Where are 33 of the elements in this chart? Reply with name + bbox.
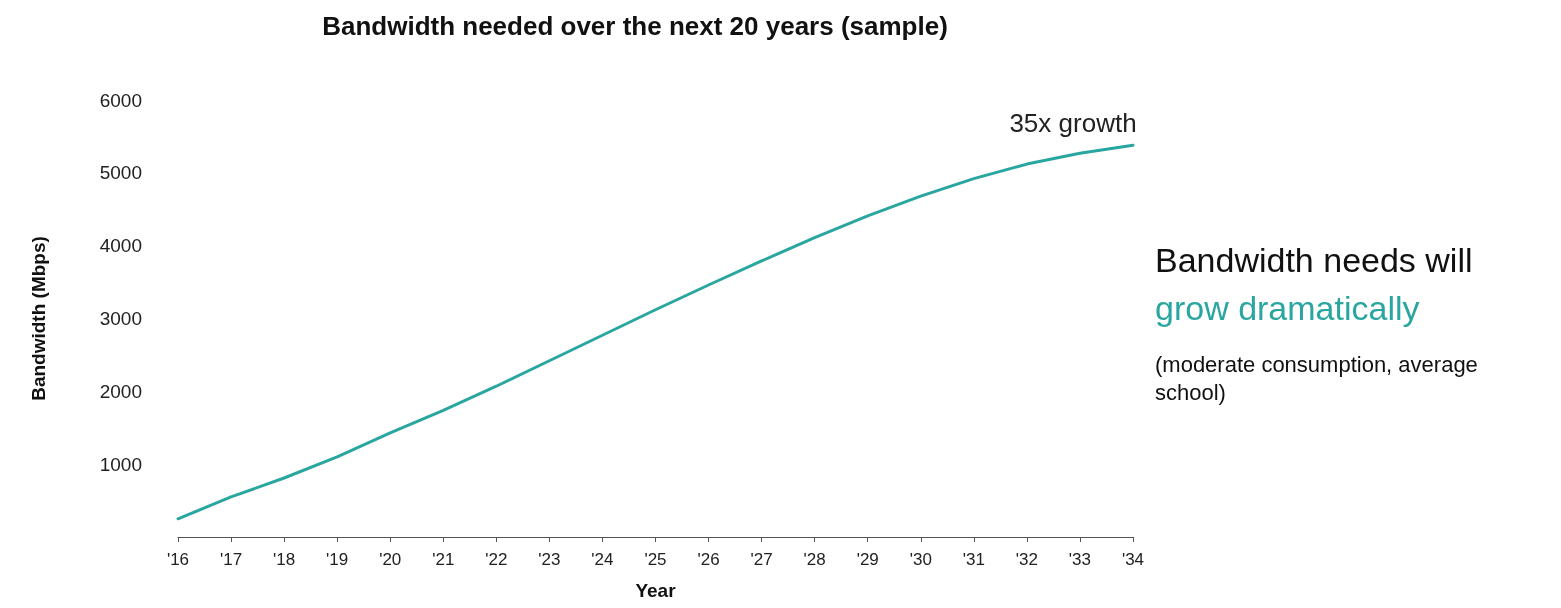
text: grow dramatically bbox=[1155, 289, 1420, 328]
x-tick-label: '29 bbox=[856, 550, 879, 569]
x-tick-label: '33 bbox=[1068, 550, 1092, 569]
x-tick-label: '23 bbox=[538, 550, 561, 569]
x-tick-label: '34 bbox=[1121, 550, 1145, 569]
x-tick-label: '19 bbox=[326, 550, 349, 569]
y-axis-title: Bandwidth (Mbps) bbox=[28, 236, 49, 401]
y-tick-label: 5000 bbox=[99, 162, 142, 184]
x-tick-label: '16 bbox=[166, 550, 190, 569]
text: Bandwidth needs will bbox=[1155, 241, 1473, 280]
x-axis-title: Year bbox=[635, 580, 677, 601]
x-tick-label: '25 bbox=[644, 550, 667, 569]
x-tick-label: '20 bbox=[379, 550, 402, 569]
y-tick-label: 3000 bbox=[99, 308, 142, 329]
y-tick-label: 1000 bbox=[99, 453, 142, 475]
chart-title: Bandwidth needed over the next 20 years (sample) bbox=[322, 11, 948, 41]
annotation: 35x growth bbox=[1009, 108, 1137, 139]
x-tick-label: '26 bbox=[697, 550, 720, 569]
y-tick-label: 4000 bbox=[99, 235, 142, 257]
x-tick-label: '31 bbox=[962, 550, 985, 569]
x-tick-label: '22 bbox=[485, 550, 508, 569]
x-tick-label: '28 bbox=[803, 550, 826, 569]
x-tick-label: '24 bbox=[591, 550, 614, 569]
x-tick-label: '18 bbox=[273, 550, 296, 569]
y-tick-label: 2000 bbox=[99, 380, 142, 402]
y-tick-label: 6000 bbox=[99, 89, 142, 111]
x-tick-label: '21 bbox=[432, 550, 455, 569]
line-series bbox=[176, 143, 1135, 521]
x-tick-label: '30 bbox=[909, 550, 932, 569]
x-tick-label: '32 bbox=[1015, 550, 1038, 569]
text: (moderate consumption, average school) bbox=[1155, 351, 1484, 406]
x-tick-label: '27 bbox=[750, 550, 773, 569]
x-tick-label: '17 bbox=[219, 550, 243, 569]
